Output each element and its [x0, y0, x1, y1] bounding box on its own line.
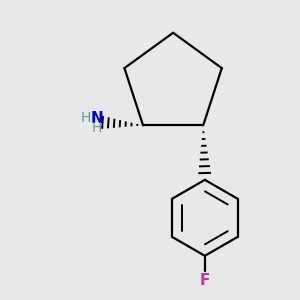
Text: F: F [200, 273, 210, 288]
Text: N: N [90, 111, 103, 126]
Text: H: H [92, 121, 102, 135]
Text: H: H [81, 111, 91, 125]
